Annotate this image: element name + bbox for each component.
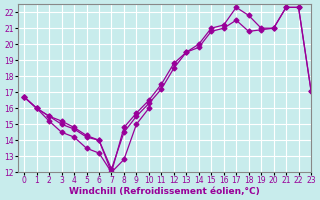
X-axis label: Windchill (Refroidissement éolien,°C): Windchill (Refroidissement éolien,°C) (69, 187, 260, 196)
